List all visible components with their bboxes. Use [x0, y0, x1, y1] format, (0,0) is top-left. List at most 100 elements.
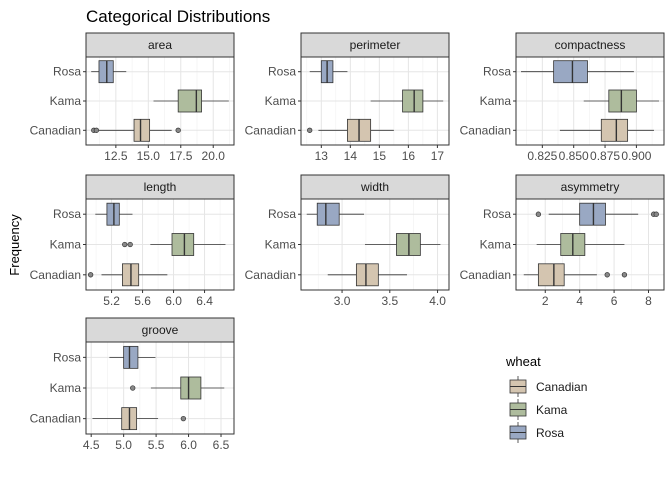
y-tick-label: Canadian	[30, 412, 81, 426]
facet-strip	[300, 174, 450, 200]
x-tick-label: 4.0	[429, 294, 446, 308]
x-tick-label: 16	[402, 149, 416, 163]
legend-title: wheat	[505, 354, 541, 369]
box-iqr	[600, 118, 629, 142]
box-iqr	[608, 89, 637, 113]
outlier-point	[127, 241, 133, 248]
facet-strip-label: area	[148, 38, 172, 52]
box-kama	[153, 89, 229, 113]
outlier-point	[307, 127, 313, 133]
facet-strip	[85, 32, 235, 58]
box-iqr	[171, 233, 195, 256]
facet-strip-label: groove	[142, 323, 179, 337]
y-tick-label: Rosa	[268, 207, 296, 221]
y-tick-label: Kama	[480, 238, 512, 252]
legend-item-canadian: Canadian	[509, 376, 587, 397]
outlier-point	[130, 385, 136, 391]
box-canadian	[559, 118, 654, 142]
box-iqr	[133, 118, 151, 142]
y-tick-label: Rosa	[53, 207, 81, 221]
legend-items: Canadian Kama Rosa	[509, 376, 587, 443]
legend: wheat Canadian Kama Rosa	[505, 354, 587, 443]
legend-item-label: Rosa	[536, 426, 564, 440]
x-tick-label: 20.0	[202, 149, 226, 163]
x-tick-label: 6.0	[165, 294, 182, 308]
box-iqr	[537, 263, 565, 287]
box-rosa	[109, 345, 156, 369]
y-tick-label: Canadian	[30, 123, 81, 137]
box-rosa	[521, 60, 634, 84]
outlier-point	[535, 211, 542, 217]
box-canadian	[87, 263, 168, 287]
box-iqr	[180, 376, 202, 400]
outlier-point	[653, 211, 659, 217]
x-tick-label: 0.850	[559, 149, 589, 163]
y-tick-label: Kama	[265, 238, 297, 252]
box-canadian	[523, 263, 628, 287]
x-tick-label: 8	[645, 294, 652, 308]
x-tick-label: 14	[344, 149, 358, 163]
legend-item-kama: Kama	[509, 399, 568, 420]
y-tick-label: Rosa	[268, 65, 296, 79]
x-tick-label: 5.5	[148, 438, 165, 452]
y-tick-label: Rosa	[483, 65, 511, 79]
legend-item-rosa: Rosa	[509, 422, 564, 443]
box-kama	[536, 233, 625, 256]
panel-perimeter: perimeter Rosa Kama Canadian 13 14 15 16 17	[245, 32, 450, 163]
box-canadian	[327, 263, 407, 287]
outlier-point	[122, 241, 128, 248]
x-tick-label: 15.0	[137, 149, 161, 163]
box-canadian	[92, 407, 187, 431]
box-rosa	[91, 60, 127, 84]
y-tick-label: Kama	[50, 381, 82, 395]
facet-strip-label: length	[144, 180, 177, 194]
y-tick-label: Rosa	[53, 350, 81, 364]
x-tick-label: 0.875	[590, 149, 620, 163]
x-tick-label: 17	[431, 149, 445, 163]
x-tick-label: 17.5	[169, 149, 193, 163]
facet-strip-label: asymmetry	[561, 180, 620, 194]
x-tick-label: 6.4	[196, 294, 213, 308]
y-axis-label: Frequency	[7, 214, 22, 276]
box-rosa	[309, 60, 348, 84]
box-iqr	[316, 202, 340, 226]
box-iqr	[106, 202, 120, 226]
outlier-point	[604, 272, 610, 278]
y-tick-label: Kama	[265, 94, 297, 108]
y-tick-label: Kama	[50, 94, 82, 108]
box-kama	[130, 376, 225, 400]
box-iqr	[553, 60, 588, 84]
box-iqr	[402, 89, 424, 113]
box-iqr	[177, 89, 202, 113]
x-tick-label: 5.6	[134, 294, 151, 308]
facet-strip	[515, 174, 665, 200]
x-tick-label: 12.5	[104, 149, 128, 163]
y-tick-label: Canadian	[245, 123, 296, 137]
facet-strip-label: perimeter	[350, 38, 401, 52]
panel-compactness: compactness Rosa Kama Canadian 0.825 0.850 0.8…	[460, 32, 665, 163]
box-iqr	[123, 345, 139, 369]
chart-title: Categorical Distributions	[86, 7, 270, 26]
x-tick-label: 4	[576, 294, 583, 308]
outlier-point	[87, 272, 94, 278]
box-kama	[583, 89, 659, 113]
panel-length: length Rosa Kama Canadian 5.2 5.6 6.0 6.4	[30, 174, 235, 308]
box-kama	[364, 233, 441, 256]
outlier-point	[93, 127, 100, 133]
panel-width: width Rosa Kama Canadian 3.0 3.5 4.0	[245, 174, 450, 308]
panel-asymmetry: asymmetry Rosa Kama Canadian 2 4 6 8	[460, 174, 665, 308]
x-tick-label: 13	[315, 149, 329, 163]
box-canadian	[307, 118, 394, 142]
box-rosa	[535, 202, 659, 226]
facet-panels: area Rosa Kama Canadian 12.5 15.0 17.5 20.0 peri…	[30, 32, 665, 452]
y-tick-label: Canadian	[30, 268, 81, 282]
box-rosa	[95, 202, 133, 226]
x-tick-label: 6	[611, 294, 618, 308]
x-tick-label: 6.0	[180, 438, 197, 452]
legend-item-label: Kama	[536, 403, 568, 417]
box-iqr	[355, 263, 379, 287]
y-tick-label: Canadian	[460, 123, 511, 137]
box-canadian	[91, 118, 181, 142]
